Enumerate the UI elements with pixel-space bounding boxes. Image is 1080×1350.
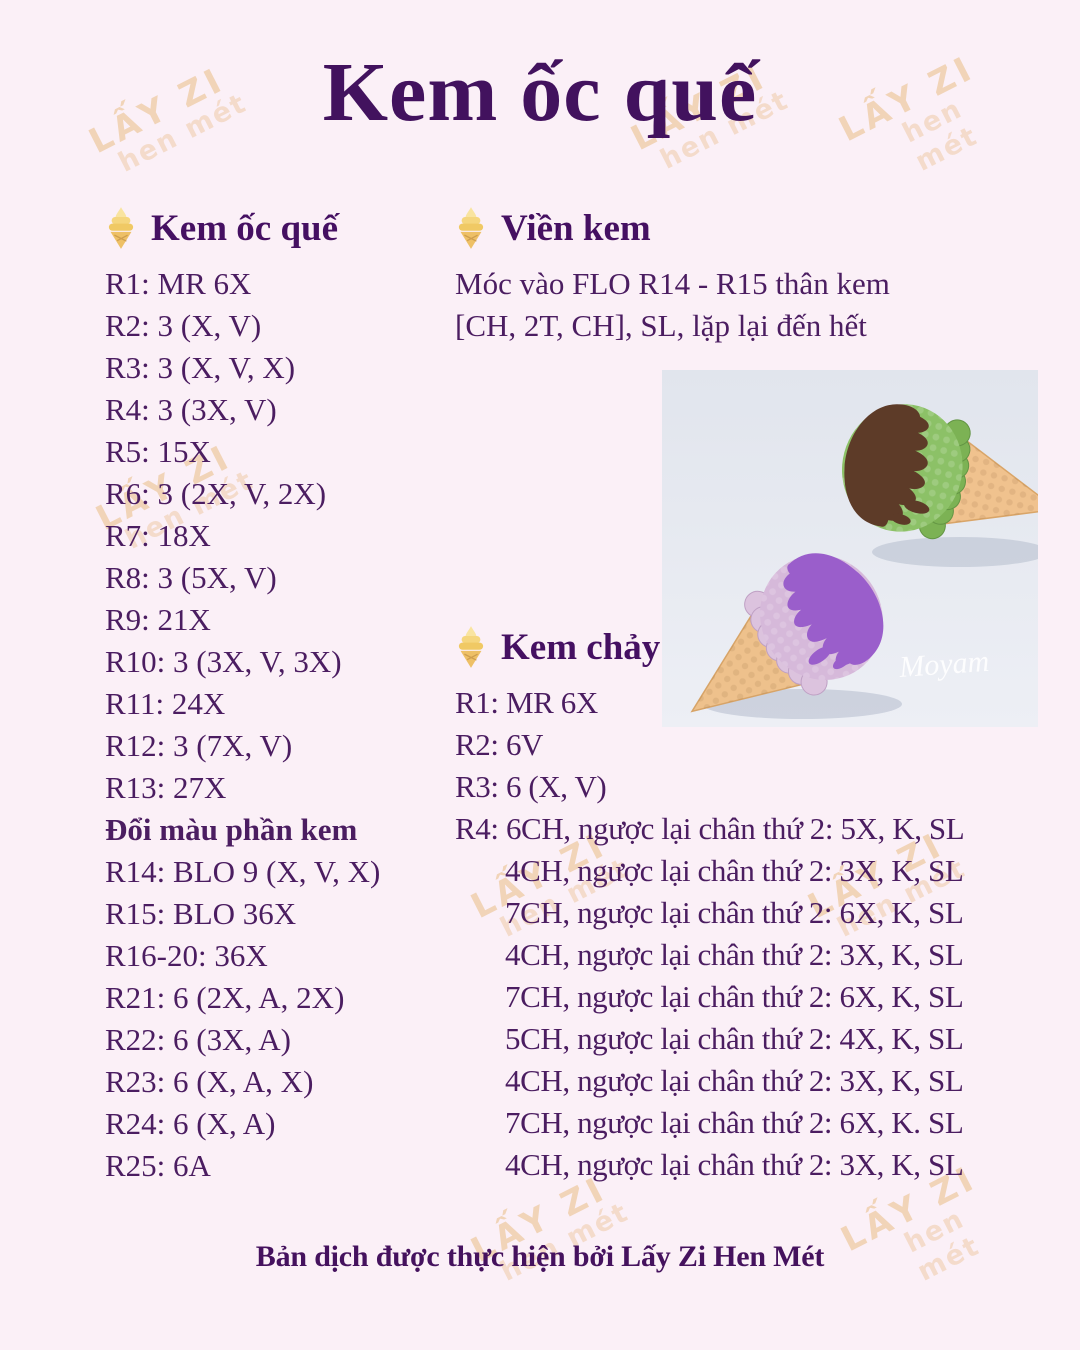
pattern-row: 4CH, ngược lại chân thứ 2: 3X, K, SL [505, 1063, 964, 1098]
pattern-row: R4: 3 (3X, V) [105, 392, 277, 427]
section-chay-header: Kem chảy [455, 622, 1055, 672]
cone-subheading: Đổi màu phần kem [105, 812, 358, 847]
cone-rows: R1: MR 6X R2: 3 (X, V) R3: 3 (X, V, X) R4: … [105, 263, 475, 809]
pattern-row: 7CH, ngược lại chân thứ 2: 6X, K, SL [505, 895, 964, 930]
soft-serve-icon [105, 206, 137, 250]
green-ice-cream [841, 404, 1038, 540]
pattern-row: R25: 6A [105, 1148, 211, 1183]
pattern-row: R2: 6V [455, 727, 544, 762]
page-title: Kem ốc quế [322, 46, 758, 139]
pattern-row: R10: 3 (3X, V, 3X) [105, 644, 342, 679]
ice-cream-illustration: Moyam [662, 370, 1038, 727]
pattern-row: 4CH, ngược lại chân thứ 2: 3X, K, SL [505, 1147, 964, 1182]
pattern-row: R1: MR 6X [105, 266, 252, 301]
section-vien-title: Viền kem [501, 207, 651, 249]
pattern-row: R14: BLO 9 (X, V, X) [105, 854, 381, 889]
pattern-row: R23: 6 (X, A, X) [105, 1064, 314, 1099]
cone-rows-color-change: R14: BLO 9 (X, V, X) R15: BLO 36X R16-20: … [105, 851, 475, 1187]
pattern-row: R2: 3 (X, V) [105, 308, 262, 343]
shadow [872, 537, 1038, 567]
pattern-row: R22: 6 (3X, A) [105, 1022, 291, 1057]
footer-credit: Bản dịch được thực hiện bởi Lấy Zi Hen M… [255, 1240, 825, 1273]
pattern-row: 7CH, ngược lại chân thứ 2: 6X, K, SL [505, 979, 964, 1014]
pattern-row: 4CH, ngược lại chân thứ 2: 3X, K, SL [505, 853, 964, 888]
soft-serve-icon [455, 206, 487, 250]
soft-serve-icon [455, 625, 487, 669]
pattern-row: R16-20: 36X [105, 938, 268, 973]
pattern-row: R4: 6CH, ngược lại chân thứ 2: 5X, K, SL [455, 811, 965, 846]
section-vien-header: Viền kem [455, 203, 1055, 253]
vien-lines: Móc vào FLO R14 - R15 thân kem [CH, 2T, C… [455, 263, 1055, 347]
pattern-row: R9: 21X [105, 602, 211, 637]
section-vien: Viền kem Móc vào FLO R14 - R15 thân kem [… [455, 203, 1055, 347]
pattern-row: R21: 6 (2X, A, 2X) [105, 980, 345, 1015]
pattern-row: R3: 6 (X, V) [455, 769, 607, 804]
pattern-row: R15: BLO 36X [105, 896, 297, 931]
section-cone: Kem ốc quế R1: MR 6X R2: 3 (X, V) R3: 3 (X… [105, 203, 475, 1187]
pattern-row: R24: 6 (X, A) [105, 1106, 276, 1141]
purple-drip [783, 553, 884, 666]
chocolate-drip [844, 404, 929, 527]
chay-continuation-rows: 4CH, ngược lại chân thứ 2: 3X, K, SL 7CH,… [455, 850, 1055, 1186]
section-chay: Kem chảy R1: MR 6X R2: 6V R3: 6 (X, V) R4: … [455, 622, 1055, 1186]
pattern-row: R11: 24X [105, 686, 226, 721]
pattern-row: R1: MR 6X [455, 685, 598, 720]
pattern-row: R3: 3 (X, V, X) [105, 350, 296, 385]
pattern-row: 4CH, ngược lại chân thứ 2: 3X, K, SL [505, 937, 964, 972]
pink-ice-cream [690, 553, 884, 713]
pattern-row: 5CH, ngược lại chân thứ 2: 4X, K, SL [505, 1021, 964, 1056]
pattern-row: R12: 3 (7X, V) [105, 728, 293, 763]
pattern-row: R5: 15X [105, 434, 211, 469]
pattern-row: 7CH, ngược lại chân thứ 2: 6X, K. SL [505, 1105, 964, 1140]
section-cone-header: Kem ốc quế [105, 203, 475, 253]
chay-rows: R1: MR 6X R2: 6V R3: 6 (X, V) R4: 6CH, ngượ… [455, 682, 1055, 850]
section-chay-title: Kem chảy [501, 626, 661, 668]
pattern-row: R6: 3 (2X, V, 2X) [105, 476, 327, 511]
photo-watermark: Moyam [897, 645, 990, 684]
pattern-row: Móc vào FLO R14 - R15 thân kem [455, 266, 890, 301]
product-photo: Moyam [662, 370, 1038, 727]
pattern-row: R13: 27X [105, 770, 227, 805]
pattern-row: [CH, 2T, CH], SL, lặp lại đến hết [455, 308, 867, 343]
pattern-row: R7: 18X [105, 518, 211, 553]
pattern-row: R8: 3 (5X, V) [105, 560, 277, 595]
section-cone-title: Kem ốc quế [151, 207, 339, 249]
